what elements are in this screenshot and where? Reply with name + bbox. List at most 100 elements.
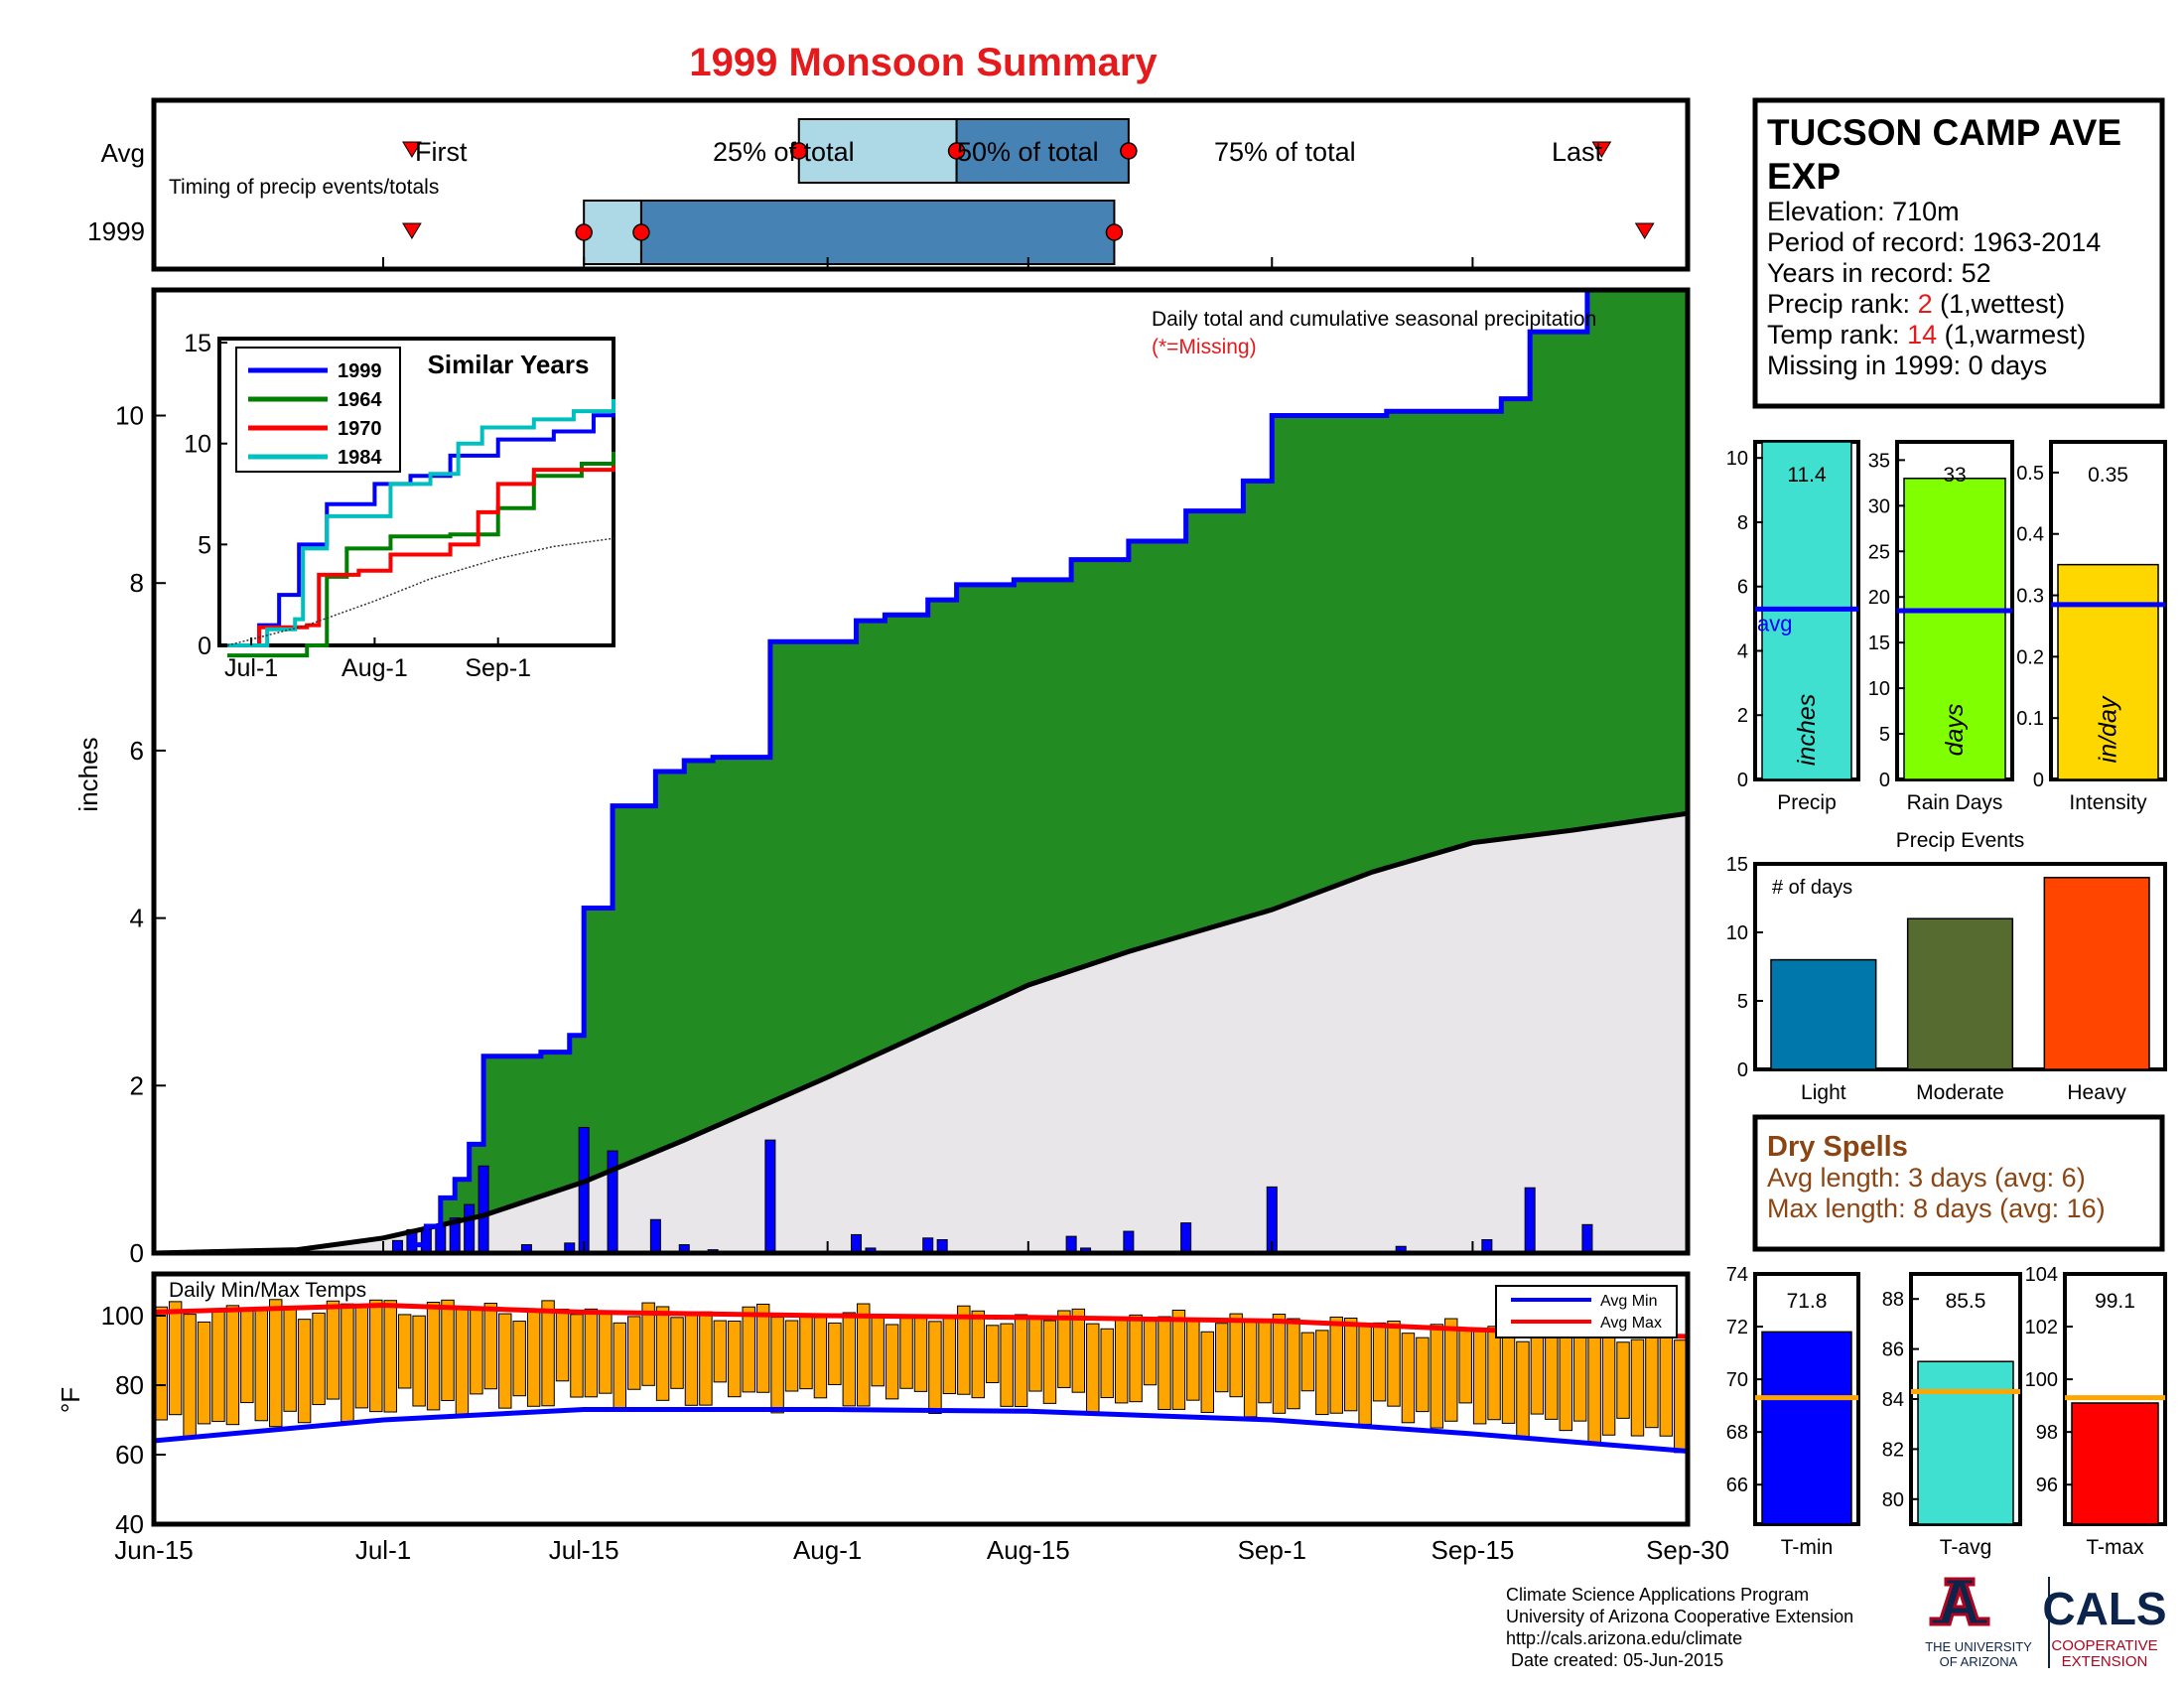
x-date-label: Aug-1 bbox=[793, 1535, 862, 1565]
inset-average-line bbox=[226, 537, 614, 646]
average-cumulative-line bbox=[153, 810, 1689, 1256]
daily-temp-bar bbox=[183, 1314, 197, 1440]
daily-temp-bar bbox=[154, 1306, 168, 1421]
daily-temp-bar bbox=[1287, 1318, 1300, 1410]
dry-spells-max: Max length: 8 days (avg: 16) bbox=[1767, 1194, 2106, 1223]
temp-y-tick-label: 100 bbox=[101, 1301, 144, 1331]
summary-tick-label: 0.4 bbox=[2016, 524, 2044, 546]
inset-x-tick-label: Sep-1 bbox=[465, 654, 531, 682]
station-period: Period of record: 1963-2014 bbox=[1767, 227, 2101, 257]
timing-triangle-marker bbox=[1591, 141, 1612, 158]
daily-temp-bar bbox=[1587, 1333, 1601, 1444]
temp-y-tick-label: 80 bbox=[115, 1370, 144, 1400]
daily-temp-bar bbox=[441, 1299, 455, 1402]
daily-temp-bar bbox=[655, 1306, 670, 1401]
temp-bar-tick-label: 100 bbox=[2025, 1369, 2058, 1391]
dry-spells-box: Dry Spells Avg length: 3 days (avg: 6) M… bbox=[1752, 1114, 2165, 1252]
daily-temp-bar bbox=[1158, 1316, 1171, 1410]
temp-bar-tick-label: 84 bbox=[1882, 1389, 1904, 1411]
temp-rank-suffix: (1,warmest) bbox=[1937, 320, 2086, 350]
temp-bar-T-avg bbox=[1917, 1360, 2014, 1525]
daily-temp-bar bbox=[498, 1313, 512, 1409]
daily-temp-bar bbox=[254, 1308, 269, 1422]
timing-box-50-75 bbox=[955, 118, 1130, 184]
timing-box-50-75 bbox=[639, 200, 1116, 265]
x-date-label: Jun-15 bbox=[114, 1535, 194, 1565]
daily-temp-bar bbox=[842, 1312, 857, 1407]
precip-events-title: Precip Events bbox=[1896, 829, 2025, 852]
summary-tick-label: 0.1 bbox=[2016, 708, 2044, 730]
daily-temp-bar bbox=[383, 1300, 397, 1413]
summary-tick-label: 10 bbox=[1726, 448, 1748, 470]
avg-max-line bbox=[153, 1302, 1689, 1339]
footer-line-3: http://cals.arizona.edu/climate bbox=[1506, 1628, 1742, 1648]
summary-tick-label: 20 bbox=[1868, 587, 1890, 609]
daily-temp-bar bbox=[412, 1315, 426, 1407]
station-name-line-1: TUCSON CAMP AVE bbox=[1767, 112, 2121, 153]
temp-bar-tick-label: 88 bbox=[1882, 1289, 1904, 1311]
precip-event-bar-Light bbox=[1770, 958, 1877, 1070]
x-date-label: Jul-15 bbox=[549, 1535, 619, 1565]
summary-tick-label: 8 bbox=[1737, 512, 1748, 534]
daily-precip-bar bbox=[649, 1218, 661, 1254]
main-annotation: Daily total and cumulative seasonal prec… bbox=[1152, 308, 1596, 331]
daily-temp-bar bbox=[1272, 1314, 1287, 1414]
daily-temp-bar bbox=[269, 1299, 283, 1428]
daily-temp-bar bbox=[1071, 1308, 1086, 1393]
cals-coop-text: COOPERATIVE bbox=[2051, 1637, 2157, 1654]
timing-label-p25: 25% of total bbox=[713, 137, 855, 167]
daily-temp-bar bbox=[1616, 1341, 1630, 1419]
cals-logo-text: CALS bbox=[2042, 1583, 2166, 1634]
daily-precip-bar bbox=[1581, 1223, 1593, 1254]
daily-precip-bar bbox=[478, 1165, 489, 1254]
daily-temp-bar bbox=[1630, 1338, 1645, 1437]
chart-title: 1999 Monsoon Summary bbox=[689, 41, 1158, 84]
summary-avg-label: avg bbox=[1757, 611, 1792, 635]
footer: Climate Science Applications Program Uni… bbox=[1506, 1585, 1853, 1670]
temp-bar-value-label: 71.8 bbox=[1787, 1290, 1828, 1313]
daily-temp-bar bbox=[1171, 1309, 1186, 1410]
daily-temp-bar bbox=[1444, 1318, 1458, 1422]
summary-tick-label: 35 bbox=[1868, 450, 1890, 472]
daily-temp-bar bbox=[1114, 1317, 1129, 1404]
timing-box-25-50 bbox=[797, 118, 958, 184]
daily-temp-bar bbox=[1416, 1336, 1430, 1413]
daily-temp-bar bbox=[483, 1303, 498, 1390]
legend-avg-max: Avg Max bbox=[1600, 1315, 1662, 1332]
summary-tick-label: 6 bbox=[1737, 577, 1748, 599]
station-temp-rank: Temp rank: 14 (1,warmest) bbox=[1767, 320, 2086, 350]
main-y-tick-label: 2 bbox=[130, 1070, 144, 1100]
daily-temp-bar bbox=[613, 1322, 626, 1412]
summary-tick-label: 5 bbox=[1879, 724, 1890, 746]
daily-temp-bar bbox=[326, 1300, 341, 1400]
daily-temp-bar bbox=[1143, 1321, 1158, 1386]
summary-unit-label: in/day bbox=[2095, 695, 2122, 763]
events-tick-label: 5 bbox=[1737, 991, 1748, 1013]
daily-precip-bar bbox=[1123, 1230, 1135, 1254]
inset-legend-label: 1970 bbox=[338, 418, 382, 440]
daily-temp-bar bbox=[626, 1316, 641, 1390]
dry-spells-avg: Avg length: 3 days (avg: 6) bbox=[1767, 1163, 2086, 1193]
summary-tick-label: 15 bbox=[1868, 633, 1890, 654]
daily-temp-bar bbox=[1028, 1317, 1042, 1392]
temp-bar-tick-label: 72 bbox=[1726, 1317, 1748, 1338]
inset-title: Similar Years bbox=[428, 350, 590, 379]
daily-temp-bar bbox=[1372, 1322, 1387, 1402]
daily-temp-bar bbox=[1243, 1319, 1258, 1418]
daily-temp-bar bbox=[1129, 1314, 1143, 1403]
daily-temp-bar bbox=[584, 1308, 599, 1398]
arizona-a-icon bbox=[1929, 1577, 1990, 1626]
events-tick-label: 15 bbox=[1726, 854, 1748, 876]
timing-row-label-avg: Avg bbox=[101, 138, 145, 168]
temp-bar-tick-label: 82 bbox=[1882, 1439, 1904, 1461]
main-missing-note: (*=Missing) bbox=[1152, 336, 1257, 358]
precip-event-bar-Moderate bbox=[1906, 917, 2014, 1070]
inset-y-tick-label: 0 bbox=[198, 633, 211, 660]
inset-series-1970 bbox=[227, 466, 615, 647]
daily-temp-bar bbox=[1042, 1320, 1057, 1404]
precip-event-category: Moderate bbox=[1916, 1081, 2004, 1104]
timing-row-label-1999: 1999 bbox=[87, 216, 145, 246]
daily-temp-bar bbox=[599, 1312, 613, 1394]
summary-tick-label: 0.3 bbox=[2016, 586, 2044, 608]
precip-rank-suffix: (1,wettest) bbox=[1933, 289, 2066, 319]
